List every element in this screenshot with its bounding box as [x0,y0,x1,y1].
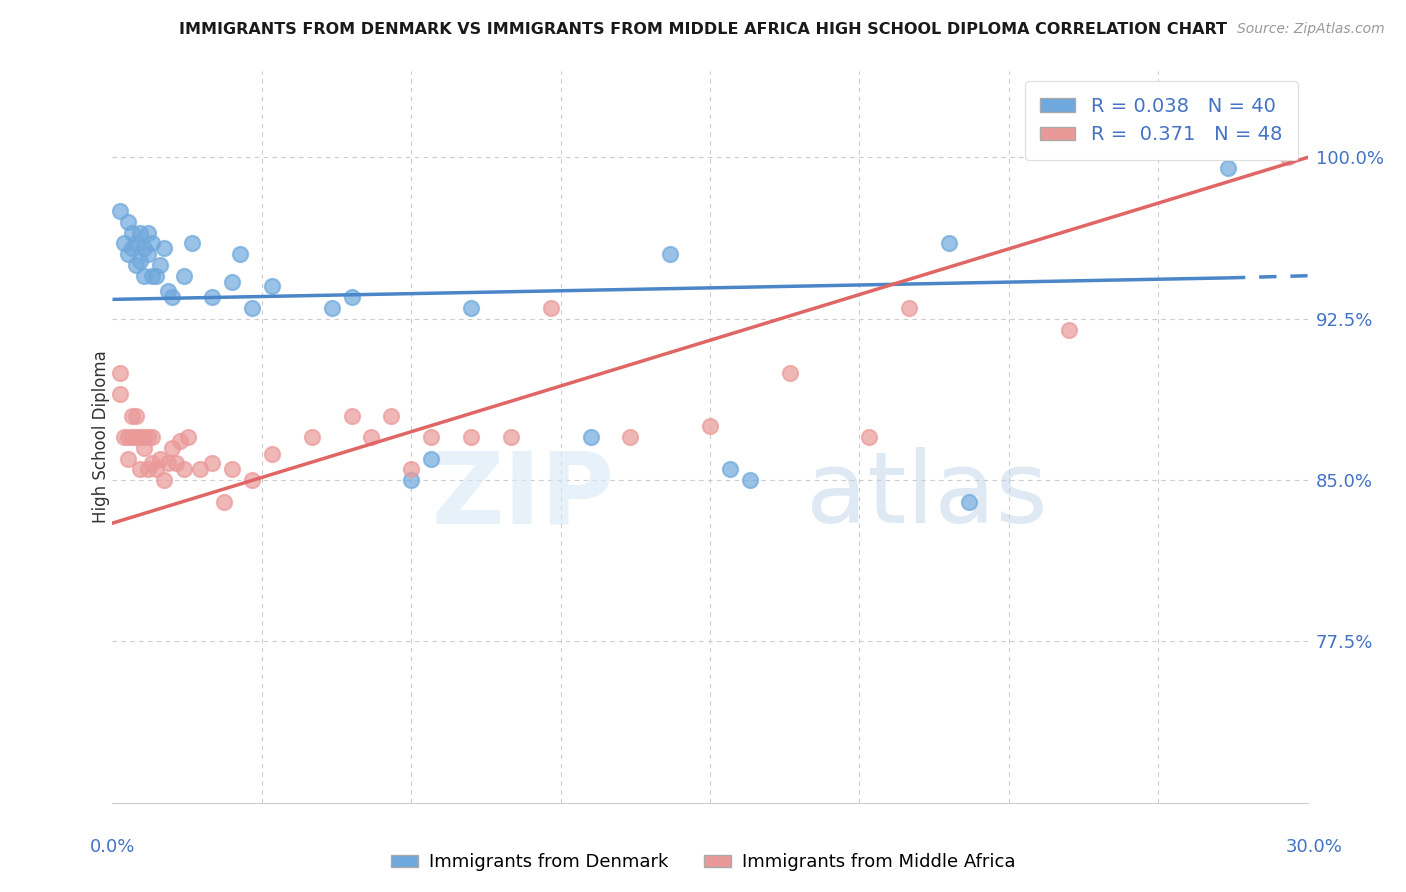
Point [460,430,482,444]
Point [260,447,283,461]
Point [125,430,148,444]
Point [162,441,183,455]
Legend: R = 0.038   N = 40, R =  0.371   N = 48: R = 0.038 N = 40, R = 0.371 N = 48 [1025,81,1298,160]
Point [129,430,152,444]
Point [134,241,156,255]
Point [201,456,224,470]
Point [157,284,180,298]
Point [145,268,167,283]
Point [117,451,139,466]
Point [110,366,132,380]
Point [699,419,721,434]
Point [420,451,443,466]
Text: 30.0%: 30.0% [1286,838,1343,855]
Point [114,430,135,444]
Point [121,241,143,255]
Point [121,409,143,423]
Point [579,430,602,444]
Point [138,247,160,261]
Text: Source: ZipAtlas.com: Source: ZipAtlas.com [1237,22,1385,37]
Point [173,268,195,283]
Point [134,268,156,283]
Point [125,409,148,423]
Text: atlas: atlas [806,447,1047,544]
Point [114,236,135,251]
Point [149,451,172,466]
Point [110,204,132,219]
Point [141,430,163,444]
Point [153,241,176,255]
Point [138,430,160,444]
Point [858,430,880,444]
Point [221,462,243,476]
Point [125,258,148,272]
Y-axis label: High School Diploma: High School Diploma [93,351,110,524]
Point [619,430,641,444]
Point [157,456,180,470]
Point [165,456,187,470]
Point [181,236,204,251]
Point [360,430,382,444]
Point [301,430,323,444]
Point [138,462,160,476]
Point [162,290,183,304]
Point [169,434,191,449]
Text: ZIP: ZIP [432,447,614,544]
Point [121,226,143,240]
Point [188,462,211,476]
Text: 0.0%: 0.0% [90,838,135,855]
Point [149,258,172,272]
Point [738,473,761,487]
Point [221,275,243,289]
Point [201,290,224,304]
Point [177,430,200,444]
Point [173,462,195,476]
Point [134,430,156,444]
Text: IMMIGRANTS FROM DENMARK VS IMMIGRANTS FROM MIDDLE AFRICA HIGH SCHOOL DIPLOMA COR: IMMIGRANTS FROM DENMARK VS IMMIGRANTS FR… [179,22,1227,37]
Point [110,387,132,401]
Point [938,236,960,251]
Point [1277,150,1299,164]
Point [540,301,562,315]
Point [129,462,152,476]
Point [957,494,980,508]
Point [340,290,363,304]
Point [1216,161,1239,176]
Point [321,301,343,315]
Point [117,430,139,444]
Point [1057,322,1080,336]
Point [420,430,443,444]
Point [240,301,263,315]
Point [141,268,163,283]
Point [460,301,482,315]
Point [401,462,423,476]
Point [659,247,682,261]
Legend: Immigrants from Denmark, Immigrants from Middle Africa: Immigrants from Denmark, Immigrants from… [384,847,1022,879]
Point [129,253,152,268]
Point [129,226,152,240]
Point [260,279,283,293]
Point [340,409,363,423]
Point [779,366,801,380]
Point [125,236,148,251]
Point [141,456,163,470]
Point [134,441,156,455]
Point [153,473,176,487]
Point [380,409,402,423]
Point [121,430,143,444]
Point [212,494,235,508]
Point [138,226,160,240]
Point [141,236,163,251]
Point [898,301,921,315]
Point [145,462,167,476]
Point [718,462,741,476]
Point [240,473,263,487]
Point [117,215,139,229]
Point [401,473,423,487]
Point [499,430,522,444]
Point [117,247,139,261]
Point [229,247,252,261]
